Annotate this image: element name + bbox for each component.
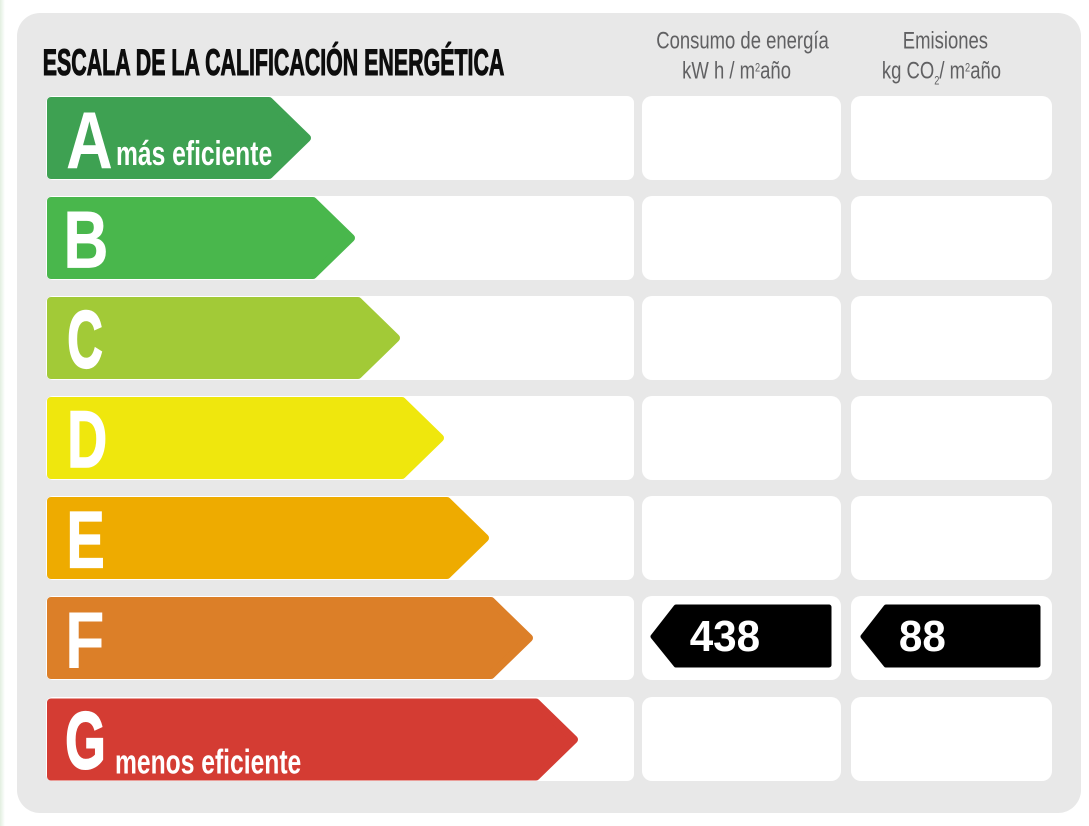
svg-text:D: D [67,394,107,485]
svg-text:más eficiente: más eficiente [116,135,272,173]
svg-text:C: C [67,294,102,385]
svg-text:A: A [66,95,113,186]
svg-text:E: E [67,493,105,584]
svg-text:menos eficiente: menos eficiente [115,744,301,782]
svg-text:Emisiones: Emisiones [903,27,988,54]
svg-text:kg CO2/ m2año: kg CO2/ m2año [882,57,1001,88]
svg-text:438: 438 [690,612,760,661]
svg-text:G: G [65,695,105,785]
svg-text:88: 88 [899,612,946,661]
svg-text:B: B [63,196,108,286]
svg-text:kW h / m2año: kW h / m2año [682,57,791,84]
svg-text:F: F [65,595,105,686]
svg-text:Consumo de energía: Consumo de energía [656,27,829,54]
svg-text:ESCALA DE LA CALIFICACIÓN ENER: ESCALA DE LA CALIFICACIÓN ENERGÉTICA [43,42,505,84]
